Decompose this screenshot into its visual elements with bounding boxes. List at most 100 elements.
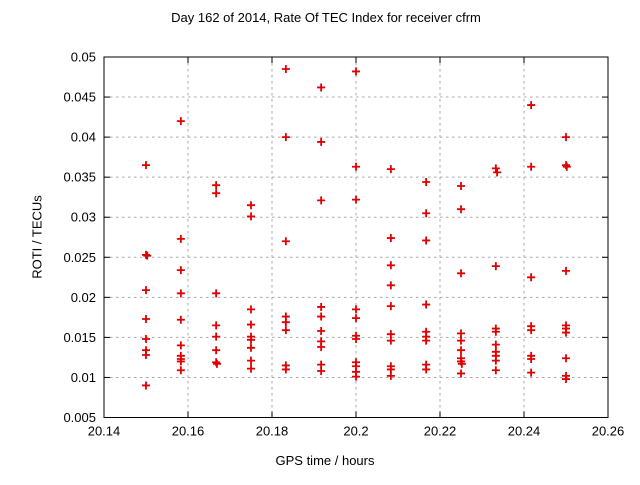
data-point	[562, 354, 570, 363]
data-point	[352, 305, 360, 314]
data-point	[562, 133, 570, 142]
data-point	[386, 165, 395, 174]
y-tick-label: 0.045	[63, 90, 96, 105]
data-point	[176, 357, 185, 366]
data-point	[317, 326, 326, 335]
data-point	[176, 117, 185, 126]
y-tick-label: 0.04	[71, 130, 96, 145]
data-point	[352, 334, 360, 343]
data-point	[352, 162, 360, 171]
data-point	[142, 161, 150, 170]
x-tick-label: 20.24	[508, 424, 541, 439]
data-point	[491, 164, 500, 173]
data-point	[247, 356, 255, 365]
data-point	[562, 375, 570, 384]
data-point	[212, 181, 221, 190]
data-point	[422, 300, 431, 309]
data-point	[176, 234, 185, 243]
data-point	[422, 365, 431, 374]
data-point	[562, 162, 571, 171]
data-point	[281, 237, 290, 246]
data-point	[176, 266, 185, 275]
data-point	[457, 359, 466, 368]
data-point	[457, 346, 465, 355]
data-point	[176, 366, 185, 375]
data-point	[386, 261, 395, 270]
data-point	[352, 195, 360, 204]
data-point	[212, 359, 221, 368]
data-point	[491, 366, 500, 375]
data-point	[527, 355, 536, 364]
data-point	[457, 205, 465, 214]
data-point	[457, 181, 465, 190]
data-point	[281, 318, 290, 327]
data-point	[317, 83, 326, 92]
data-point	[422, 236, 431, 245]
data-point	[491, 356, 500, 365]
data-point	[386, 336, 395, 345]
data-point	[457, 269, 465, 278]
data-point	[142, 334, 150, 343]
data-point	[142, 381, 150, 390]
y-tick-label: 0.01	[71, 370, 96, 385]
data-point	[247, 320, 255, 329]
data-point	[143, 251, 152, 260]
data-point	[386, 234, 395, 243]
x-tick-label: 20.14	[88, 424, 121, 439]
data-point	[176, 341, 185, 350]
data-point	[247, 343, 255, 352]
data-point	[352, 67, 360, 76]
data-point	[491, 340, 500, 349]
data-point	[281, 326, 290, 335]
data-point	[281, 365, 290, 374]
data-point	[317, 343, 326, 352]
data-point	[247, 212, 255, 221]
data-point	[527, 162, 536, 171]
data-point	[317, 302, 326, 311]
x-tick-label: 20.26	[592, 424, 625, 439]
data-point	[247, 305, 255, 314]
data-point	[247, 201, 255, 210]
data-point	[491, 327, 500, 336]
data-point	[281, 133, 290, 142]
y-tick-label: 0.03	[71, 210, 96, 225]
y-tick-label: 0.02	[71, 290, 96, 305]
data-point	[212, 289, 221, 298]
data-point	[457, 336, 465, 345]
data-point	[212, 189, 221, 198]
data-point	[317, 312, 326, 321]
data-point	[317, 367, 326, 376]
data-point	[457, 369, 465, 378]
data-point	[352, 372, 360, 381]
data-point	[386, 302, 395, 311]
data-point	[281, 65, 290, 74]
data-point	[422, 209, 431, 218]
x-tick-label: 20.2	[343, 424, 368, 439]
data-point	[176, 315, 185, 324]
data-point	[317, 137, 326, 146]
data-point	[386, 281, 395, 290]
data-point	[142, 351, 150, 360]
x-tick-label: 20.16	[172, 424, 205, 439]
y-tick-label: 0.005	[63, 410, 96, 425]
x-tick-label: 20.22	[424, 424, 457, 439]
x-tick-label: 20.18	[256, 424, 289, 439]
data-point	[457, 329, 465, 338]
data-point	[527, 273, 536, 282]
data-point	[317, 196, 326, 205]
data-point	[493, 168, 502, 177]
data-point	[527, 101, 536, 110]
data-point	[247, 364, 255, 373]
data-point	[422, 177, 431, 186]
chart-title: Day 162 of 2014, Rate Of TEC Index for r…	[171, 10, 481, 25]
data-point	[386, 371, 395, 380]
y-tick-label: 0.025	[63, 250, 96, 265]
data-point	[491, 262, 500, 271]
data-point	[527, 368, 536, 377]
data-point	[422, 336, 431, 345]
data-point	[176, 289, 185, 298]
y-tick-label: 0.015	[63, 330, 96, 345]
data-point	[527, 326, 536, 335]
